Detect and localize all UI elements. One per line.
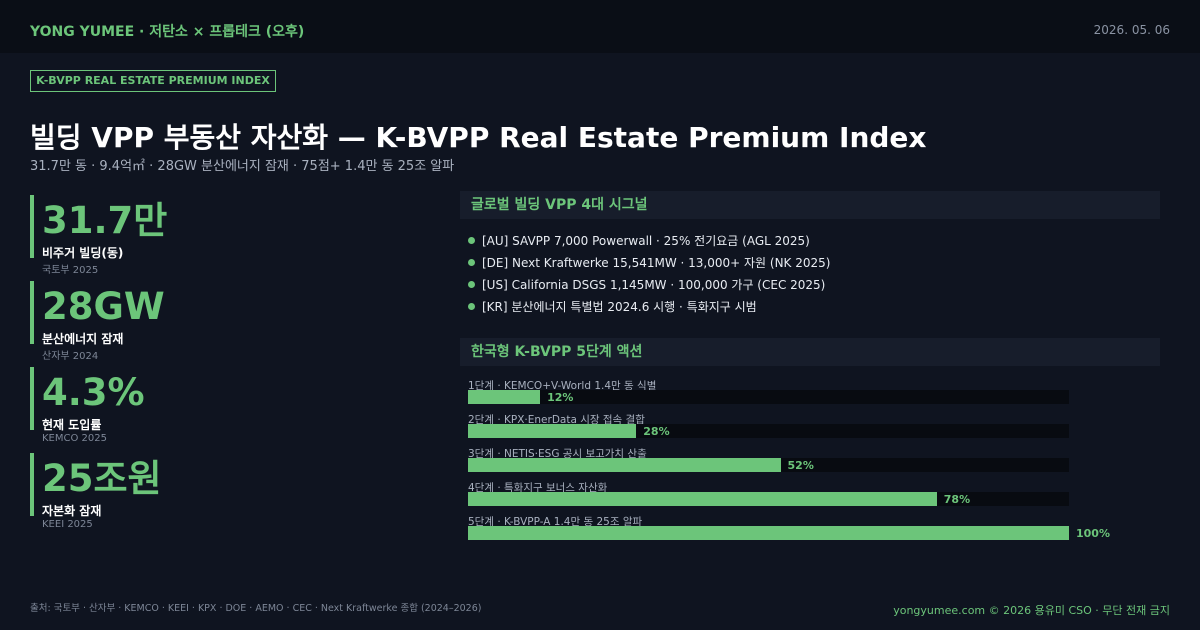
value-label: 78% [943, 493, 971, 506]
kpi-value: 25조원 [42, 457, 162, 500]
kpi-source: 국토부 2025 [42, 265, 99, 276]
kpi-label: 비주거 빌딩(동) [42, 246, 124, 260]
kpi-label: 분산에너지 잠재 [42, 332, 124, 346]
bullet [468, 259, 475, 266]
kpi-label: 현재 도입률 [42, 418, 102, 432]
step-label: 1단계 · KEMCO+V-World 1.4만 동 식별 [468, 380, 657, 392]
step-label: 3단계 · NETIS·ESG 공시 보고가치 산출 [468, 448, 647, 460]
kpi-value: 28GW [42, 285, 165, 328]
kpi-card: 4.3% 현재 도입률 KEMCO 2025 [30, 367, 334, 444]
step-label: 5단계 · K-BVPP-A 1.4만 동 25조 알파 [468, 516, 643, 528]
value-label: 28% [643, 425, 670, 438]
footer-source: 출처: 국토부 · 산자부 · KEMCO · KEEI · KPX · DOE… [30, 603, 482, 614]
kpi-source: KEMCO 2025 [42, 433, 107, 444]
bar-track [468, 390, 1069, 404]
kpi-label: 자본화 잠재 [42, 504, 102, 518]
value-label: 100% [1076, 527, 1110, 540]
bullet [468, 281, 475, 288]
header-bar [0, 0, 1200, 53]
step-label: 2단계 · KPX·EnerData 시장 접속 결합 [468, 414, 645, 426]
signal-item: [US] California DSGS 1,145MW · 100,000 가… [482, 278, 826, 292]
bullet [468, 237, 475, 244]
kpi-source: KEEI 2025 [42, 519, 93, 530]
signal-item: [KR] 분산에너지 특별법 2024.6 시행 · 특화지구 시범 [482, 300, 757, 314]
kpi-source: 산자부 2024 [42, 351, 99, 362]
section-heading: 한국형 K-BVPP 5단계 액션 [460, 338, 1160, 366]
value-label: 52% [787, 459, 814, 472]
signal-item: [AU] SAVPP 7,000 Powerwall · 25% 전기요금 (A… [482, 234, 810, 248]
value-label: 12% [547, 391, 574, 404]
subtitle: 31.7만 동 · 9.4억㎡ · 28GW 분산에너지 잠재 · 75점+ 1… [30, 159, 455, 174]
bar [468, 492, 937, 506]
footer-copyright: yongyumee.com © 2026 용유미 CSO · 무단 전재 금지 [893, 604, 1170, 617]
section-heading: 글로벌 빌딩 VPP 4대 시그널 [460, 191, 1160, 219]
bar [468, 424, 637, 438]
date: 2026. 05. 06 [1093, 23, 1170, 37]
kpi-value: 4.3% [42, 371, 145, 414]
bar [468, 526, 1069, 540]
badge: K-BVPP REAL ESTATE PREMIUM INDEX [30, 70, 276, 92]
bullet [468, 303, 475, 310]
signal-item: [DE] Next Kraftwerke 15,541MW · 13,000+ … [482, 256, 831, 270]
bar [468, 458, 781, 472]
kpi-value: 31.7만 [42, 199, 168, 242]
bar [468, 390, 541, 404]
step-label: 4단계 · 특화지구 보너스 자산화 [468, 482, 608, 494]
brand: YONG YUMEE · 저탄소 × 프롭테크 (오후) [30, 24, 305, 40]
title: 빌딩 VPP 부동산 자산화 — K-BVPP Real Estate Prem… [30, 121, 927, 154]
